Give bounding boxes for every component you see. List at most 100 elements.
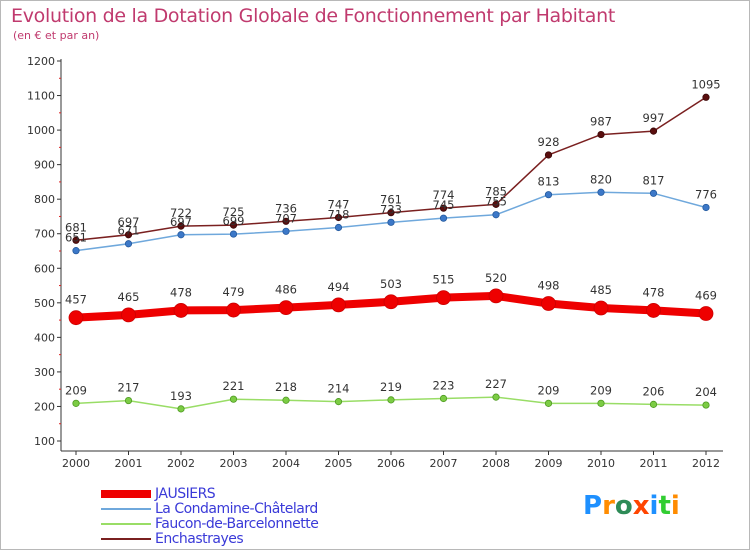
- data-point: [282, 396, 290, 404]
- data-label: 761: [380, 193, 402, 207]
- data-label: 745: [433, 198, 455, 212]
- logo-letter: t: [658, 491, 671, 521]
- data-label: 671: [118, 224, 140, 238]
- legend-label: Enchastrayes: [155, 531, 244, 547]
- data-label: 209: [65, 383, 87, 397]
- data-label: 486: [275, 283, 297, 297]
- x-tick-label: 2006: [377, 457, 405, 470]
- data-point: [72, 247, 80, 255]
- y-tick-label: 200: [34, 400, 55, 413]
- data-point: [593, 300, 609, 316]
- data-label: 469: [695, 289, 717, 303]
- y-tick-label: 300: [34, 366, 55, 379]
- data-point: [702, 401, 710, 409]
- data-label: 214: [328, 382, 350, 396]
- data-label: 1095: [691, 77, 720, 91]
- legend-swatch: [101, 538, 151, 540]
- y-tick-label: 900: [34, 159, 55, 172]
- data-label: 209: [590, 383, 612, 397]
- data-label: 520: [485, 271, 507, 285]
- logo-letter: i: [670, 491, 680, 521]
- legend-swatch: [101, 490, 151, 498]
- data-label: 209: [538, 383, 560, 397]
- data-point: [698, 306, 714, 321]
- data-label: 219: [380, 380, 402, 394]
- data-label: 774: [433, 188, 455, 202]
- data-point: [229, 230, 238, 238]
- data-point: [597, 399, 605, 407]
- x-tick-label: 2012: [692, 457, 720, 470]
- data-label: 223: [433, 379, 455, 393]
- data-label: 697: [118, 215, 140, 229]
- data-label: 515: [433, 273, 455, 287]
- logo-letter: i: [649, 491, 659, 521]
- y-tick-label: 1100: [27, 90, 55, 103]
- x-tick-label: 2010: [587, 457, 615, 470]
- x-tick-label: 2008: [482, 457, 510, 470]
- data-label: 498: [538, 279, 560, 293]
- data-point: [439, 214, 448, 222]
- data-point: [492, 200, 500, 208]
- x-tick-label: 2009: [535, 457, 563, 470]
- data-label: 457: [65, 293, 87, 307]
- data-point: [387, 218, 395, 226]
- data-point: [492, 211, 500, 219]
- data-label: 227: [485, 377, 507, 391]
- data-point: [282, 227, 290, 235]
- data-point: [68, 310, 84, 326]
- data-point: [124, 240, 133, 248]
- y-tick-label: 800: [34, 193, 55, 206]
- logo-letter: P: [583, 491, 603, 521]
- chart-title: Evolution de la Dotation Globale de Fonc…: [11, 5, 616, 27]
- data-point: [649, 127, 658, 135]
- data-label: 725: [223, 205, 245, 219]
- data-label: 206: [643, 384, 665, 398]
- x-tick-label: 2011: [640, 457, 668, 470]
- data-label: 776: [695, 187, 717, 201]
- data-label: 733: [380, 202, 402, 216]
- data-point: [387, 209, 395, 217]
- data-label: 479: [223, 285, 245, 299]
- y-tick-label: 700: [34, 228, 55, 241]
- data-point: [439, 204, 448, 212]
- data-point: [436, 290, 451, 306]
- data-point: [173, 303, 189, 318]
- y-tick-label: 1000: [27, 124, 55, 137]
- x-tick-label: 2007: [430, 457, 458, 470]
- data-point: [646, 303, 661, 318]
- y-tick-label: 500: [34, 297, 55, 310]
- data-label: 193: [170, 389, 192, 403]
- x-tick-label: 2002: [167, 457, 195, 470]
- data-point: [334, 398, 343, 406]
- legend-label: La Condamine-Châtelard: [155, 501, 318, 517]
- data-point: [649, 400, 658, 408]
- data-point: [124, 396, 133, 405]
- data-point: [177, 405, 185, 413]
- legend-label: JAUSIERS: [155, 486, 216, 502]
- data-point: [334, 223, 343, 232]
- data-point: [544, 191, 553, 199]
- data-point: [597, 130, 605, 139]
- y-tick-label: 100: [34, 435, 55, 448]
- data-point: [702, 93, 710, 101]
- data-point: [544, 399, 553, 407]
- data-label: 813: [538, 175, 560, 189]
- data-point: [278, 300, 294, 316]
- data-label: 928: [538, 135, 560, 149]
- y-tick-label: 600: [34, 262, 55, 275]
- data-label: 736: [275, 201, 297, 215]
- data-point: [229, 221, 238, 229]
- data-label: 204: [695, 385, 717, 399]
- x-tick-label: 2000: [62, 457, 90, 470]
- chart-subtitle: (en € et par an): [13, 29, 100, 42]
- data-label: 707: [275, 211, 297, 225]
- data-label: 503: [380, 277, 402, 291]
- data-point: [387, 396, 395, 404]
- data-point: [282, 217, 290, 225]
- data-point: [124, 231, 133, 239]
- data-label: 478: [643, 285, 665, 299]
- legend-swatch: [101, 508, 151, 510]
- logo-letter: x: [632, 491, 650, 521]
- data-label: 465: [118, 290, 140, 304]
